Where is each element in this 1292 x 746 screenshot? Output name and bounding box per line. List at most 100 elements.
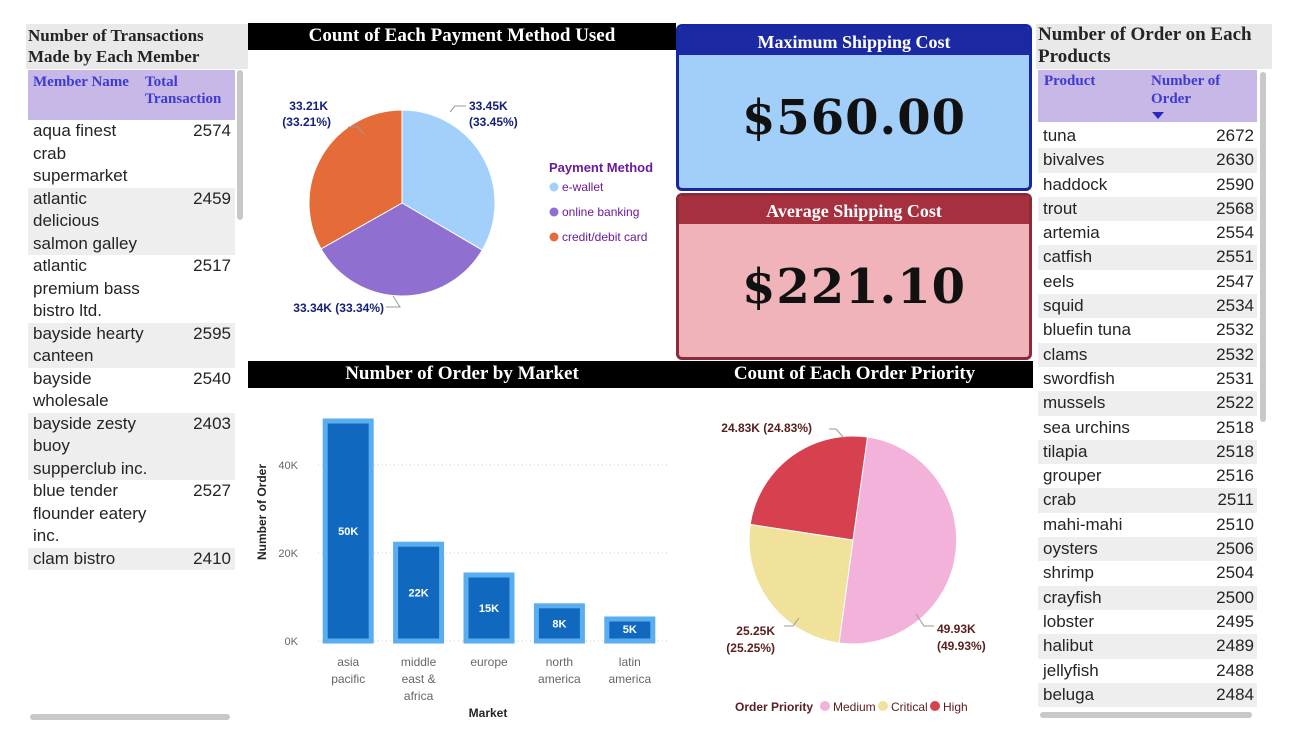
legend-label[interactable]: Medium: [833, 700, 876, 714]
product-name-cell: crab: [1043, 490, 1077, 510]
bar-4[interactable]: [604, 616, 656, 644]
product-name-cell: oysters: [1043, 539, 1098, 559]
product-name-cell: haddock: [1043, 174, 1108, 194]
high-leader-line: [829, 428, 845, 439]
product-table-row[interactable]: oysters 2506: [1038, 537, 1257, 562]
product-table-row[interactable]: halibut 2489: [1038, 634, 1257, 659]
priority-chart-title: Count of Each Order Priority: [676, 361, 1033, 388]
product-table-horizontal-scrollbar[interactable]: [1040, 712, 1252, 718]
medium-leader-line: [915, 613, 934, 627]
product-table-row[interactable]: lobster 2495: [1038, 610, 1257, 634]
product-order-count-cell: 2500: [1216, 587, 1254, 607]
product-table-row[interactable]: squid 2534: [1038, 294, 1257, 319]
product-table-row[interactable]: beluga 2484: [1038, 682, 1257, 708]
x-tick-label: pacific: [331, 672, 365, 686]
product-order-count-cell: 2489: [1216, 636, 1254, 656]
product-table-row[interactable]: mahi-mahi 2510: [1038, 513, 1257, 537]
medium-data-label: 49.93K: [937, 622, 976, 636]
product-order-count-cell: 2511: [1217, 490, 1254, 510]
product-column-header[interactable]: Product: [1044, 73, 1096, 89]
product-table-row[interactable]: catfish 2551: [1038, 245, 1257, 270]
legend-label[interactable]: e-wallet: [562, 180, 604, 194]
bar-data-label: 22K: [409, 588, 429, 600]
member-table-vertical-scrollbar[interactable]: [237, 70, 243, 220]
bar-0[interactable]: [322, 418, 374, 644]
pie-slice-high[interactable]: [749, 435, 869, 541]
product-order-count-cell: 2532: [1216, 320, 1254, 340]
ewallet-leader-line: [449, 105, 466, 113]
product-table-row[interactable]: sea urchins 2518: [1038, 416, 1257, 440]
member-table-row[interactable]: blue tender flounder eatery inc. 2527: [28, 480, 235, 548]
pie-slice-credit-debit-card[interactable]: [308, 109, 403, 250]
member-table-row[interactable]: bayside hearty canteen 2595: [28, 322, 235, 368]
legend-label[interactable]: High: [943, 700, 968, 714]
bar-2[interactable]: [463, 572, 515, 644]
product-name-cell: squid: [1043, 296, 1084, 316]
product-name-cell: catfish: [1043, 247, 1093, 267]
card-leader-line: [348, 126, 365, 135]
legend-label[interactable]: credit/debit card: [562, 230, 647, 244]
member-table-row[interactable]: atlantic delicious salmon galley 2459: [28, 187, 235, 255]
product-table-row[interactable]: jellyfish 2488: [1038, 659, 1257, 683]
product-order-count-cell: 2630: [1216, 150, 1254, 170]
payment-legend-title: Payment Method: [549, 160, 653, 175]
member-name-cell: atlantic premium bass bistro ltd.: [33, 256, 140, 320]
bar-1[interactable]: [393, 541, 445, 644]
product-table-row[interactable]: eels 2547: [1038, 270, 1257, 294]
member-name-cell: aqua finest crab supermarket: [33, 121, 128, 185]
ewallet-data-label: 33.45K: [469, 99, 508, 113]
product-order-count-cell: 2495: [1216, 611, 1254, 631]
product-table-row[interactable]: mussels 2522: [1038, 391, 1257, 416]
product-name-cell: artemia: [1043, 223, 1100, 243]
member-table-row[interactable]: aqua finest crab supermarket 2574: [28, 120, 235, 188]
product-order-count-cell: 2484: [1216, 684, 1254, 704]
pie-slice-medium[interactable]: [838, 436, 958, 645]
product-table-row[interactable]: bivalves 2630: [1038, 148, 1257, 173]
product-name-cell: crayfish: [1043, 587, 1102, 607]
y-tick-label: 40K: [278, 460, 298, 472]
product-table-row[interactable]: haddock 2590: [1038, 173, 1257, 197]
member-table-row[interactable]: atlantic premium bass bistro ltd. 2517: [28, 255, 235, 323]
product-table-row[interactable]: crab 2511: [1038, 488, 1257, 513]
legend-label[interactable]: online banking: [562, 205, 639, 219]
product-table-row[interactable]: clams 2532: [1038, 342, 1257, 367]
product-name-cell: bivalves: [1043, 150, 1105, 170]
product-table-row[interactable]: tilapia 2518: [1038, 439, 1257, 465]
product-name-cell: eels: [1043, 271, 1075, 291]
product-table-row[interactable]: shrimp 2504: [1038, 561, 1257, 585]
product-table-row[interactable]: trout 2568: [1038, 196, 1257, 222]
member-table-row[interactable]: clam bistro 2410: [28, 547, 235, 570]
legend-swatch: [549, 207, 559, 217]
member-table-header[interactable]: Member Name Total Transaction: [28, 70, 235, 120]
product-order-count-cell: 2504: [1216, 563, 1254, 583]
total-transaction-cell: 2410: [193, 548, 231, 568]
product-table-row[interactable]: bluefin tuna 2532: [1038, 318, 1257, 342]
legend-label[interactable]: Critical: [891, 700, 928, 714]
product-table-row[interactable]: artemia 2554: [1038, 221, 1257, 245]
product-order-count-cell: 2510: [1216, 514, 1254, 534]
product-table-row[interactable]: grouper 2516: [1038, 464, 1257, 488]
product-table-row[interactable]: crayfish 2500: [1038, 585, 1257, 610]
total-transaction-column-header[interactable]: Total Transaction: [145, 74, 222, 107]
product-order-count-cell: 2522: [1216, 393, 1254, 413]
member-table-title: Number of Transactions Made by Each Memb…: [26, 24, 248, 69]
product-table-header[interactable]: Product Number of Order: [1038, 70, 1257, 122]
bar-data-label: 50K: [338, 526, 358, 538]
product-table-row[interactable]: tuna 2672: [1038, 124, 1257, 148]
member-table-row[interactable]: bayside zesty buoy supperclub inc. 2403: [28, 412, 235, 480]
member-name-column-header[interactable]: Member Name: [33, 74, 129, 90]
bar-3[interactable]: [533, 603, 585, 644]
product-table-vertical-scrollbar[interactable]: [1260, 72, 1266, 422]
product-name-cell: clams: [1043, 344, 1088, 364]
member-table-horizontal-scrollbar[interactable]: [30, 714, 230, 720]
member-table-row[interactable]: bayside wholesale 2540: [28, 368, 235, 413]
sort-descending-icon[interactable]: [1152, 112, 1164, 120]
pie-slice-critical[interactable]: [748, 523, 854, 644]
avg-shipping-cost-title: Average Shipping Cost: [679, 196, 1029, 224]
number-of-order-column-header[interactable]: Number of Order: [1151, 73, 1221, 107]
x-tick-label: america: [538, 672, 581, 686]
product-table-row[interactable]: swordfish 2531: [1038, 367, 1257, 391]
product-name-cell: lobster: [1043, 611, 1095, 631]
legend-swatch: [549, 232, 559, 242]
pie-slice-ewallet[interactable]: [401, 109, 496, 251]
